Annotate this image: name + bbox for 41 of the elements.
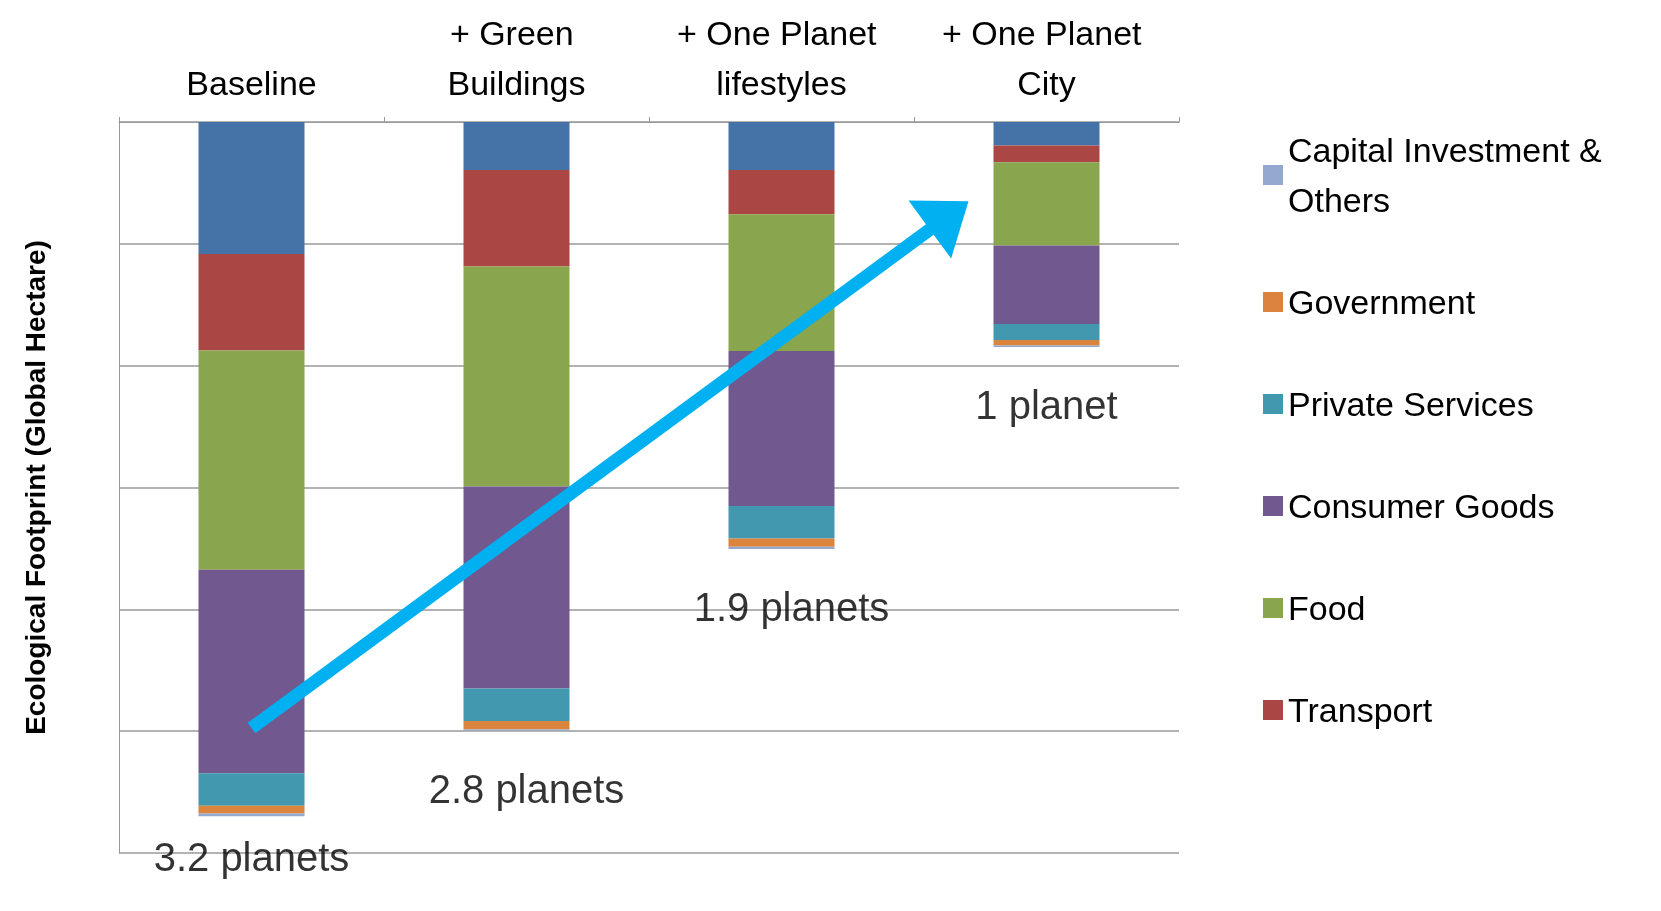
bar bbox=[728, 538, 835, 547]
legend-label: Capital Investment & Others bbox=[1288, 131, 1612, 219]
legend-label: Transport bbox=[1288, 691, 1433, 729]
bar bbox=[993, 145, 1100, 163]
bar bbox=[993, 324, 1100, 340]
annotation: 1 planet bbox=[975, 383, 1118, 428]
bar bbox=[198, 253, 305, 351]
bar bbox=[993, 339, 1100, 346]
x-tick-label: + One Planet lifestyles bbox=[677, 14, 886, 102]
bar bbox=[198, 569, 305, 774]
bar bbox=[463, 688, 570, 722]
bar bbox=[728, 122, 835, 170]
x-tick-label: Baseline bbox=[186, 64, 317, 102]
annotation: 1.9 planets bbox=[693, 585, 890, 630]
annotation: 2.8 planets bbox=[428, 767, 625, 812]
legend-label: Food bbox=[1288, 589, 1366, 627]
bar bbox=[993, 245, 1100, 325]
bar bbox=[728, 169, 835, 215]
bar bbox=[463, 486, 570, 689]
bar bbox=[728, 546, 835, 549]
y-axis-title: Ecological Footprint (Global Hectare) bbox=[19, 240, 51, 735]
bar bbox=[728, 351, 835, 506]
annotation: 3.2 planets bbox=[153, 834, 350, 879]
legend-label: Consumer Goods bbox=[1288, 487, 1555, 525]
legend-label: Government bbox=[1288, 283, 1476, 321]
bar bbox=[993, 122, 1100, 146]
bar bbox=[728, 214, 835, 352]
bar bbox=[198, 805, 305, 814]
bar bbox=[463, 721, 570, 730]
bar bbox=[198, 813, 305, 817]
x-tick-label: + One Planet City bbox=[942, 14, 1151, 102]
bar bbox=[463, 266, 570, 487]
legend-label: Private Services bbox=[1288, 385, 1534, 423]
bar bbox=[463, 122, 570, 170]
bar bbox=[728, 505, 835, 539]
bar bbox=[993, 162, 1100, 246]
x-tick-label: + Green Buildings bbox=[447, 14, 586, 102]
bar bbox=[198, 122, 305, 254]
bar bbox=[198, 350, 305, 570]
bar bbox=[463, 169, 570, 267]
bar bbox=[198, 773, 305, 806]
